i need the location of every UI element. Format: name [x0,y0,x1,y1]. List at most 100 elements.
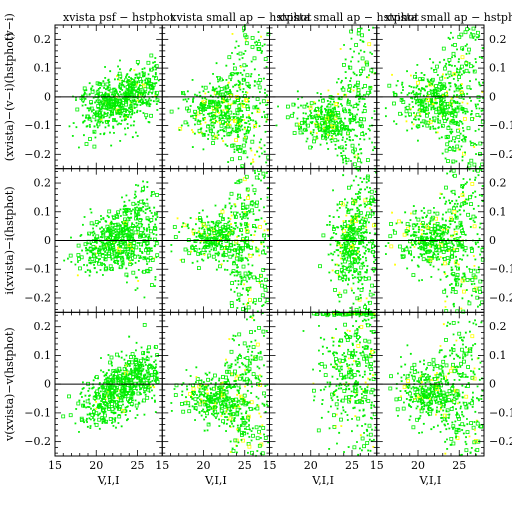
data-point [363,105,365,108]
data-point [456,93,458,96]
data-point [247,126,250,128]
data-point [395,123,398,125]
data-point [352,302,355,305]
data-point [139,199,144,204]
data-point [374,232,377,235]
data-point [475,269,480,274]
data-point [136,80,139,83]
data-point [134,403,139,408]
data-point [437,256,439,258]
data-point [350,143,355,148]
data-point [480,109,483,112]
data-point [411,127,413,130]
data-point [338,291,341,294]
data-point [433,252,436,255]
data-point [439,82,441,85]
data-point [258,39,260,42]
data-point [337,226,340,229]
data-point [365,231,368,234]
data-point [192,98,194,101]
data-point [418,279,421,282]
data-point [136,135,139,137]
data-point [342,150,345,153]
data-point [352,292,355,294]
data-point [350,104,353,107]
data-point [420,121,422,124]
data-point [365,226,368,229]
data-point [246,274,249,277]
data-point [369,207,371,210]
data-point [459,213,462,216]
data-point [463,209,465,212]
data-point [472,65,475,68]
data-point [131,259,134,262]
data-point [210,220,213,223]
data-point [112,101,115,104]
data-point [352,277,354,280]
data-point [397,244,402,249]
data-point [469,64,473,69]
data-point [450,97,453,100]
data-point [344,147,347,150]
data-point [447,238,449,241]
data-point [109,222,112,224]
data-point [421,87,423,89]
data-point [104,126,107,129]
data-point [154,73,157,76]
data-point [112,126,115,129]
data-point [358,220,361,223]
data-point [404,211,407,214]
data-point [228,75,233,80]
data-point [302,112,305,115]
data-point [356,31,361,36]
data-point [114,228,117,231]
data-point [130,77,133,80]
data-point [144,393,147,396]
data-point [260,179,262,182]
data-point [115,352,119,357]
data-point [241,294,243,296]
data-point [364,252,366,255]
data-point [134,261,137,264]
data-point [345,204,348,207]
data-point [349,139,352,142]
data-point [131,87,134,89]
data-point [240,223,243,226]
data-point [124,210,127,213]
data-point [333,100,335,103]
data-point [266,94,268,97]
data-point [365,181,368,184]
data-point [136,83,139,86]
data-point [201,209,204,212]
data-point [132,226,135,228]
data-point [359,241,362,244]
data-point [237,156,242,161]
data-point [331,120,334,123]
data-point [130,68,133,70]
data-point [227,227,230,230]
data-point [351,236,353,239]
data-point [291,102,296,107]
data-point [194,119,197,122]
data-point [470,294,473,297]
data-point [115,426,117,429]
data-point [309,110,312,112]
data-point [140,225,143,228]
data-point [129,69,132,72]
data-point [145,117,147,120]
data-point [323,122,325,124]
data-point [105,120,109,124]
data-point [220,109,223,112]
data-point [399,98,404,102]
data-point [234,84,237,87]
data-point [460,285,462,288]
data-point [459,258,461,260]
data-point [134,193,136,196]
data-point [448,249,451,252]
data-point [107,254,111,258]
data-point [352,71,355,74]
data-point [263,206,265,209]
data-point [371,247,374,250]
panel-scatter-r0-c1 [169,24,271,169]
data-point [412,233,415,236]
